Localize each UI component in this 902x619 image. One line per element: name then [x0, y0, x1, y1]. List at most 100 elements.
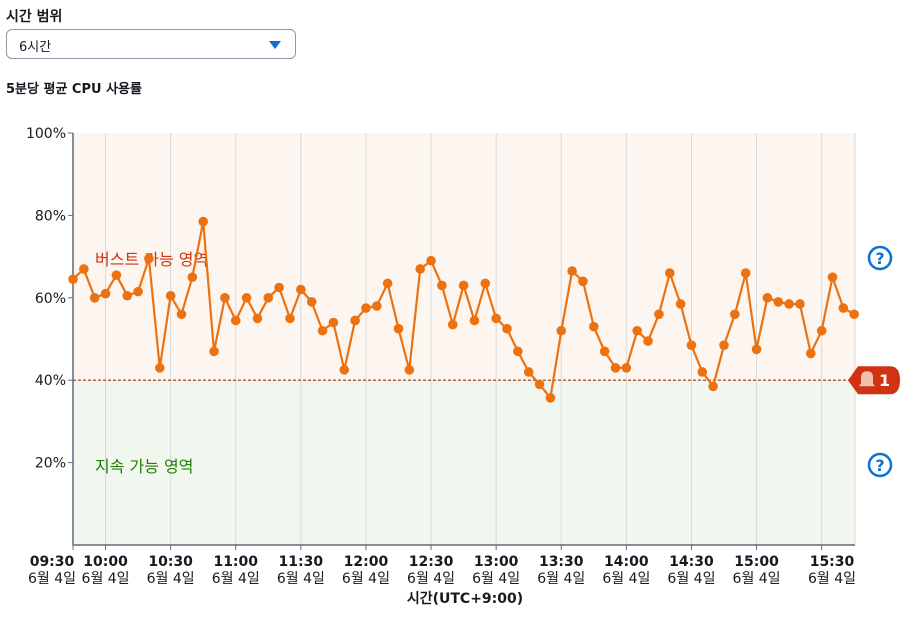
data-point	[469, 315, 480, 326]
x-tick-date: 6월 4일	[28, 571, 76, 587]
data-point	[372, 301, 382, 311]
x-tick-time: 10:30	[148, 554, 193, 570]
data-point	[187, 272, 198, 283]
data-point	[437, 280, 447, 291]
alarm-count: 1	[879, 371, 890, 390]
x-tick-time: 09:30	[30, 554, 75, 570]
x-tick-date: 6월 4일	[212, 571, 260, 587]
data-point	[545, 393, 556, 403]
x-tick-time: 14:30	[669, 554, 714, 570]
data-point	[339, 365, 350, 375]
data-point	[654, 309, 664, 320]
y-tick-label: 80%	[35, 208, 66, 224]
data-point	[285, 313, 295, 324]
data-point	[838, 303, 849, 313]
time-range-label: 시간 범위	[6, 9, 63, 25]
x-tick-date: 6월 4일	[537, 571, 585, 587]
data-point	[480, 278, 491, 289]
x-tick-time: 15:30	[810, 554, 855, 570]
data-point	[578, 276, 588, 287]
caret-down-icon	[269, 41, 281, 49]
data-point	[773, 297, 784, 307]
data-point	[675, 299, 686, 309]
data-point	[458, 280, 469, 291]
data-point	[502, 323, 512, 334]
data-point	[784, 299, 794, 309]
data-point	[176, 309, 187, 320]
time-range-value: 6시간	[19, 40, 52, 55]
data-point	[198, 216, 208, 227]
x-axis-title: 시간(UTC+9:00)	[407, 590, 523, 607]
alarm-badge[interactable]: 1	[848, 366, 900, 395]
data-point	[306, 297, 317, 307]
data-point	[762, 293, 773, 303]
x-tick-date: 6월 4일	[82, 571, 130, 587]
data-point	[589, 321, 599, 332]
data-point	[111, 270, 122, 280]
help-icon-sustain[interactable]: ?	[867, 452, 893, 478]
x-tick-date: 6월 4일	[342, 571, 390, 587]
data-point	[241, 293, 252, 303]
data-point	[426, 255, 436, 266]
y-tick-label: 20%	[35, 456, 66, 472]
data-point	[513, 346, 523, 357]
data-point	[165, 290, 176, 301]
sustain-zone-label: 지속 가능 영역	[95, 457, 194, 476]
x-tick-date: 6월 4일	[147, 571, 195, 587]
data-point	[296, 284, 306, 295]
x-tick-date: 6월 4일	[808, 571, 856, 587]
data-point	[350, 315, 360, 326]
x-tick-time: 15:00	[734, 554, 779, 570]
x-tick-date: 6월 4일	[472, 571, 520, 587]
data-point	[144, 253, 154, 264]
x-tick-date: 6월 4일	[602, 571, 650, 587]
x-tick-time: 13:00	[474, 554, 519, 570]
x-tick-date: 6월 4일	[277, 571, 325, 587]
data-point	[719, 340, 729, 350]
cpu-series-points	[68, 216, 859, 403]
data-point	[751, 344, 762, 355]
burst-zone	[73, 133, 855, 381]
y-tick-label: 60%	[35, 291, 66, 307]
data-point	[317, 325, 328, 336]
data-point	[415, 264, 426, 274]
data-point	[122, 290, 133, 301]
data-point	[382, 278, 393, 289]
data-point	[230, 315, 241, 326]
data-point	[155, 363, 165, 373]
bell-icon	[859, 371, 875, 387]
chart-title: 5분당 평균 CPU 사용률	[6, 82, 142, 97]
help-icon-burst[interactable]: ?	[867, 245, 893, 271]
data-point	[632, 325, 642, 336]
data-point	[849, 309, 859, 320]
sustain-zone	[73, 380, 855, 545]
data-point	[100, 288, 111, 299]
x-tick-date: 6월 4일	[407, 571, 455, 587]
data-point	[686, 340, 697, 350]
vertical-gridlines	[105, 133, 856, 545]
time-range-select[interactable]: 6시간	[6, 29, 296, 59]
svg-text:?: ?	[875, 249, 884, 268]
x-tick-time: 13:30	[539, 554, 584, 570]
data-point	[567, 266, 577, 276]
y-tick-label: 100%	[26, 126, 66, 142]
data-point	[795, 299, 805, 309]
y-tick-label: 40%	[35, 373, 66, 389]
data-point	[220, 293, 230, 303]
svg-text:?: ?	[875, 456, 884, 475]
data-point	[740, 268, 751, 278]
data-point	[697, 367, 708, 377]
data-point	[816, 325, 827, 336]
data-point	[133, 286, 143, 297]
data-point	[361, 303, 371, 313]
data-point	[393, 323, 404, 334]
data-point	[708, 381, 718, 392]
data-point	[643, 336, 653, 346]
data-point	[610, 363, 621, 373]
data-point	[274, 282, 284, 293]
data-point	[806, 348, 816, 359]
data-point	[447, 319, 458, 330]
data-point	[68, 274, 78, 285]
